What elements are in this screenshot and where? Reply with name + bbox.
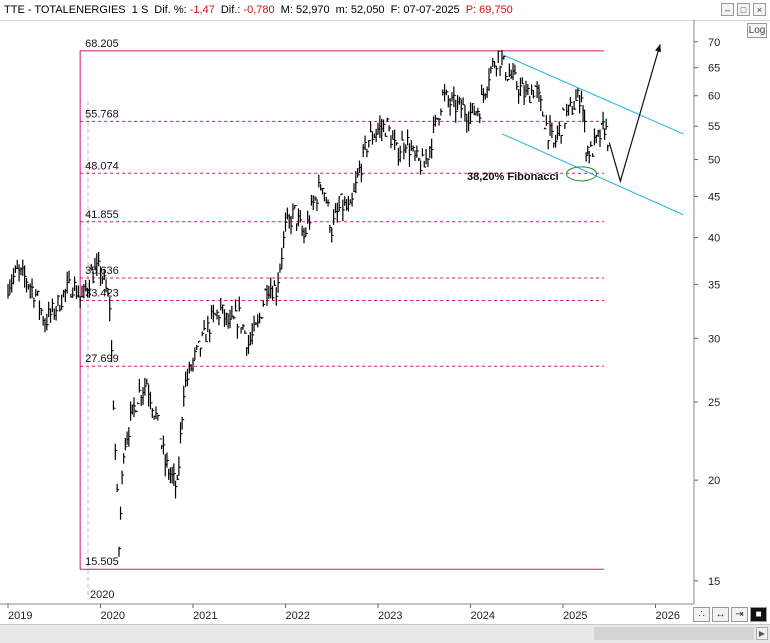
fib-level-label: 33.423 bbox=[85, 287, 119, 299]
x-tick-label: 2023 bbox=[378, 610, 402, 622]
y-tick-label: 55 bbox=[708, 121, 720, 133]
y-tick-label: 65 bbox=[708, 63, 720, 75]
min-value: 52,050 bbox=[350, 4, 385, 16]
header-bar: TTE - TOTALENERGIES 1 S Dif. %: -1,47 Dif.… bbox=[0, 0, 770, 21]
forecast-arrowhead-icon bbox=[655, 44, 662, 53]
fibonacci-annotation: 38,20% Fibonacci bbox=[467, 171, 559, 183]
x-tick-label: 2024 bbox=[471, 610, 495, 622]
y-tick-label: 50 bbox=[708, 155, 720, 167]
timeframe-label: 1 S bbox=[131, 4, 149, 16]
y-tick-label: 20 bbox=[708, 475, 720, 487]
scroll-thumb[interactable] bbox=[594, 627, 754, 640]
scroll-right-icon[interactable]: ▶ bbox=[756, 627, 768, 640]
diff-pct-value: -1,47 bbox=[189, 4, 215, 16]
fib-level-label: 55.768 bbox=[85, 108, 119, 120]
zoom-in-icon[interactable]: ∴ bbox=[693, 607, 710, 622]
annotation-group: 38,20% Fibonacci bbox=[467, 44, 662, 184]
channel-group bbox=[502, 54, 684, 216]
date-value: 07-07-2025 bbox=[403, 4, 460, 16]
y-tick-label: 45 bbox=[708, 191, 720, 203]
y-tick-label: 30 bbox=[708, 333, 720, 345]
min-label: m: bbox=[335, 4, 348, 16]
date-label: F: bbox=[390, 4, 401, 16]
y-tick-label: 35 bbox=[708, 279, 720, 291]
close-icon[interactable]: ■ bbox=[750, 607, 767, 622]
x-tick-label: 2025 bbox=[563, 610, 587, 622]
price-label: P: bbox=[465, 4, 477, 16]
max-label: M: bbox=[280, 4, 293, 16]
y-tick-label: 70 bbox=[708, 37, 720, 49]
window-close-icon[interactable]: × bbox=[753, 3, 766, 16]
y-tick-label: 40 bbox=[708, 233, 720, 245]
fib-start-label: 2020 bbox=[90, 589, 114, 601]
y-tick-label: 25 bbox=[708, 397, 720, 409]
x-tick-label: 2021 bbox=[193, 610, 217, 622]
pin-icon[interactable]: ⇥ bbox=[731, 607, 748, 622]
fib-level-label: 48.074 bbox=[85, 160, 119, 172]
diff-pct-label: Dif. %: bbox=[154, 4, 187, 16]
fibonacci-group: 202068.20555.76848.07441.85535.63633.423… bbox=[79, 38, 604, 601]
price-bars-group bbox=[7, 49, 610, 557]
forecast-arrow-line bbox=[608, 44, 661, 184]
channel-upper-line bbox=[502, 54, 684, 135]
diff-value: -0,780 bbox=[243, 4, 275, 16]
scroll-bar[interactable]: ▶ bbox=[0, 624, 770, 643]
symbol-label: TTE - TOTALENERGIES bbox=[4, 4, 126, 16]
fib-ellipse bbox=[566, 166, 597, 182]
window-controls: – □ × bbox=[721, 3, 766, 16]
fib-level-label: 27.699 bbox=[85, 353, 119, 365]
fit-icon[interactable]: ↔ bbox=[712, 607, 729, 622]
fib-level-label: 41.855 bbox=[85, 209, 119, 221]
max-value: 52,970 bbox=[295, 4, 330, 16]
diff-label: Dif.: bbox=[220, 4, 241, 16]
x-tick-label: 2022 bbox=[286, 610, 310, 622]
fib-level-label: 15.505 bbox=[85, 556, 119, 568]
minimize-icon[interactable]: – bbox=[721, 3, 734, 16]
maximize-icon[interactable]: □ bbox=[737, 3, 750, 16]
x-tick-label: 2020 bbox=[101, 610, 125, 622]
price-value: 69,750 bbox=[479, 4, 513, 16]
y-tick-label: 60 bbox=[708, 91, 720, 103]
y-tick-label: 15 bbox=[708, 576, 720, 588]
x-tick-label: 2026 bbox=[656, 610, 680, 622]
fib-level-label: 68.205 bbox=[85, 38, 119, 50]
log-scale-button[interactable]: Log bbox=[747, 23, 767, 38]
x-tick-label: 2019 bbox=[8, 610, 32, 622]
channel-lower-line bbox=[502, 133, 684, 216]
